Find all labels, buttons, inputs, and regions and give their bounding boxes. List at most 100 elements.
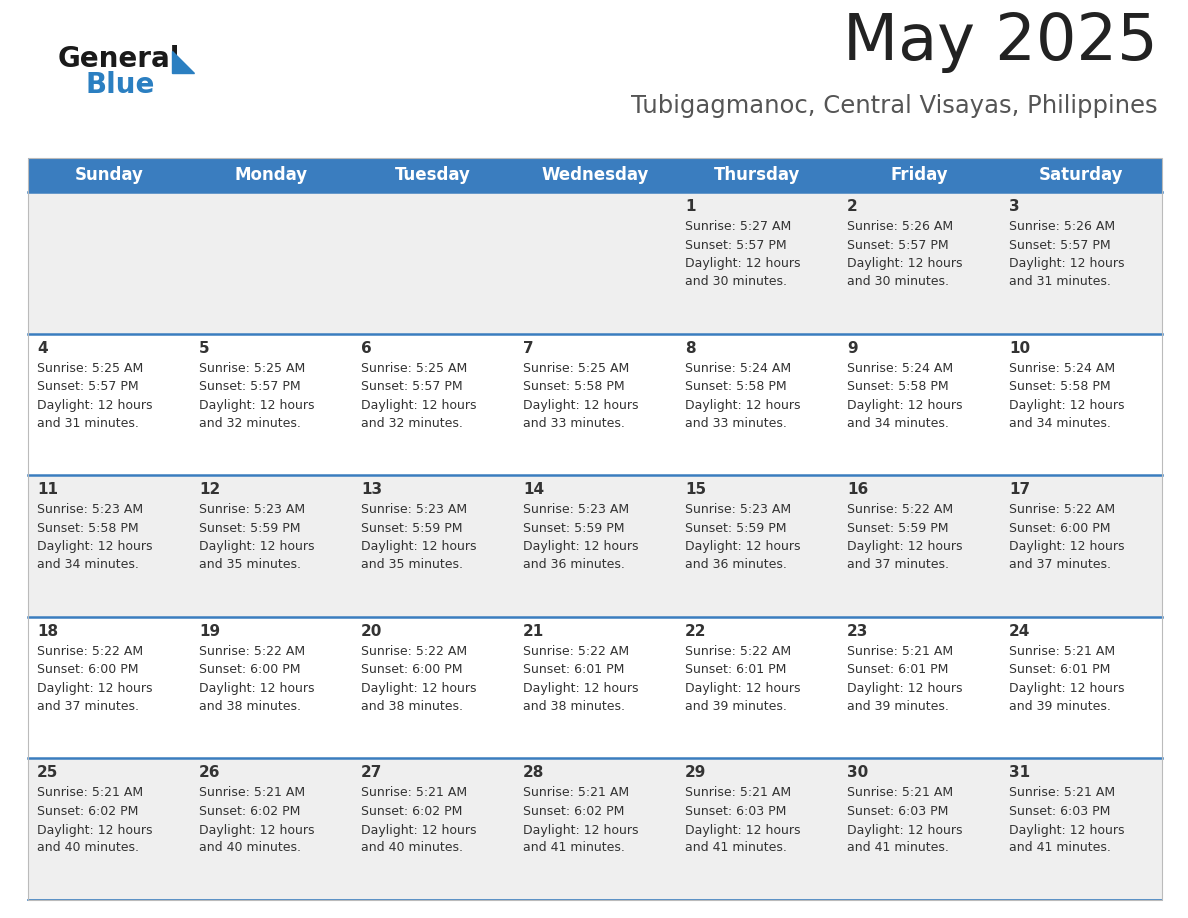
- Text: Sunrise: 5:21 AM: Sunrise: 5:21 AM: [1009, 644, 1116, 657]
- Text: Sunset: 6:01 PM: Sunset: 6:01 PM: [847, 664, 948, 677]
- Text: Sunrise: 5:21 AM: Sunrise: 5:21 AM: [847, 787, 953, 800]
- Text: Daylight: 12 hours: Daylight: 12 hours: [200, 682, 315, 695]
- Text: 31: 31: [1009, 766, 1030, 780]
- Text: Sunset: 5:58 PM: Sunset: 5:58 PM: [37, 521, 139, 534]
- Text: 1: 1: [685, 199, 695, 214]
- Text: 6: 6: [361, 341, 372, 355]
- Text: and 32 minutes.: and 32 minutes.: [200, 417, 301, 430]
- Text: 21: 21: [523, 624, 544, 639]
- Text: and 36 minutes.: and 36 minutes.: [685, 558, 786, 571]
- Text: Sunrise: 5:22 AM: Sunrise: 5:22 AM: [847, 503, 953, 516]
- Text: Sunset: 5:59 PM: Sunset: 5:59 PM: [847, 521, 948, 534]
- Text: Sunset: 6:03 PM: Sunset: 6:03 PM: [685, 805, 786, 818]
- Text: and 30 minutes.: and 30 minutes.: [685, 275, 786, 288]
- Text: Daylight: 12 hours: Daylight: 12 hours: [523, 823, 638, 836]
- Text: and 31 minutes.: and 31 minutes.: [37, 417, 139, 430]
- Text: Daylight: 12 hours: Daylight: 12 hours: [847, 398, 962, 412]
- Text: Sunset: 5:57 PM: Sunset: 5:57 PM: [1009, 239, 1111, 252]
- Text: and 34 minutes.: and 34 minutes.: [847, 417, 949, 430]
- Text: 9: 9: [847, 341, 858, 355]
- Text: Sunset: 6:02 PM: Sunset: 6:02 PM: [200, 805, 301, 818]
- Text: Sunrise: 5:25 AM: Sunrise: 5:25 AM: [37, 362, 144, 375]
- Text: 4: 4: [37, 341, 48, 355]
- Text: and 37 minutes.: and 37 minutes.: [37, 700, 139, 712]
- Text: Daylight: 12 hours: Daylight: 12 hours: [37, 682, 152, 695]
- Text: Tuesday: Tuesday: [396, 166, 470, 184]
- Text: General: General: [58, 45, 181, 73]
- Text: Daylight: 12 hours: Daylight: 12 hours: [847, 682, 962, 695]
- Text: and 40 minutes.: and 40 minutes.: [37, 842, 139, 855]
- Text: 27: 27: [361, 766, 383, 780]
- Text: Sunrise: 5:22 AM: Sunrise: 5:22 AM: [1009, 503, 1116, 516]
- Text: 29: 29: [685, 766, 707, 780]
- Text: 10: 10: [1009, 341, 1030, 355]
- Text: and 34 minutes.: and 34 minutes.: [1009, 417, 1111, 430]
- Text: 16: 16: [847, 482, 868, 498]
- Text: 8: 8: [685, 341, 696, 355]
- Text: Sunset: 6:00 PM: Sunset: 6:00 PM: [200, 664, 301, 677]
- Text: Daylight: 12 hours: Daylight: 12 hours: [361, 541, 476, 554]
- Text: Sunrise: 5:21 AM: Sunrise: 5:21 AM: [685, 787, 791, 800]
- Text: Sunday: Sunday: [75, 166, 144, 184]
- Text: Sunrise: 5:23 AM: Sunrise: 5:23 AM: [685, 503, 791, 516]
- Text: Sunset: 5:59 PM: Sunset: 5:59 PM: [361, 521, 462, 534]
- Text: 14: 14: [523, 482, 544, 498]
- Text: 26: 26: [200, 766, 221, 780]
- Text: Daylight: 12 hours: Daylight: 12 hours: [200, 541, 315, 554]
- Text: 17: 17: [1009, 482, 1030, 498]
- Text: Sunrise: 5:23 AM: Sunrise: 5:23 AM: [200, 503, 305, 516]
- Text: 3: 3: [1009, 199, 1019, 214]
- Text: Daylight: 12 hours: Daylight: 12 hours: [1009, 398, 1125, 412]
- Text: Sunrise: 5:23 AM: Sunrise: 5:23 AM: [361, 503, 467, 516]
- Text: Daylight: 12 hours: Daylight: 12 hours: [685, 541, 801, 554]
- Text: Sunrise: 5:21 AM: Sunrise: 5:21 AM: [361, 787, 467, 800]
- Text: 23: 23: [847, 624, 868, 639]
- Text: and 41 minutes.: and 41 minutes.: [523, 842, 625, 855]
- Text: 13: 13: [361, 482, 383, 498]
- Text: Sunrise: 5:23 AM: Sunrise: 5:23 AM: [37, 503, 143, 516]
- Text: Daylight: 12 hours: Daylight: 12 hours: [361, 682, 476, 695]
- Text: Sunset: 5:57 PM: Sunset: 5:57 PM: [200, 380, 301, 393]
- Text: Sunrise: 5:22 AM: Sunrise: 5:22 AM: [361, 644, 467, 657]
- Text: Sunrise: 5:21 AM: Sunrise: 5:21 AM: [37, 787, 143, 800]
- Text: Sunset: 6:01 PM: Sunset: 6:01 PM: [685, 664, 786, 677]
- Text: 15: 15: [685, 482, 706, 498]
- Text: Sunset: 5:57 PM: Sunset: 5:57 PM: [361, 380, 462, 393]
- Text: and 36 minutes.: and 36 minutes.: [523, 558, 625, 571]
- Text: Sunset: 5:58 PM: Sunset: 5:58 PM: [685, 380, 786, 393]
- Text: Sunrise: 5:21 AM: Sunrise: 5:21 AM: [523, 787, 630, 800]
- Text: 7: 7: [523, 341, 533, 355]
- Text: Sunrise: 5:21 AM: Sunrise: 5:21 AM: [200, 787, 305, 800]
- Text: Sunset: 6:03 PM: Sunset: 6:03 PM: [847, 805, 948, 818]
- Text: Sunrise: 5:24 AM: Sunrise: 5:24 AM: [847, 362, 953, 375]
- Polygon shape: [172, 51, 194, 73]
- Text: Daylight: 12 hours: Daylight: 12 hours: [685, 257, 801, 270]
- Text: and 35 minutes.: and 35 minutes.: [200, 558, 301, 571]
- Text: Tubigagmanoc, Central Visayas, Philippines: Tubigagmanoc, Central Visayas, Philippin…: [631, 94, 1158, 118]
- Text: and 32 minutes.: and 32 minutes.: [361, 417, 463, 430]
- Text: Daylight: 12 hours: Daylight: 12 hours: [1009, 682, 1125, 695]
- Text: and 37 minutes.: and 37 minutes.: [1009, 558, 1111, 571]
- Text: Daylight: 12 hours: Daylight: 12 hours: [847, 257, 962, 270]
- Bar: [29, 158, 1162, 900]
- Text: and 33 minutes.: and 33 minutes.: [685, 417, 786, 430]
- Text: 11: 11: [37, 482, 58, 498]
- Bar: [29, 758, 1162, 900]
- Text: and 40 minutes.: and 40 minutes.: [200, 842, 301, 855]
- Text: Sunrise: 5:26 AM: Sunrise: 5:26 AM: [1009, 220, 1116, 233]
- Text: Daylight: 12 hours: Daylight: 12 hours: [847, 823, 962, 836]
- Text: Sunset: 5:59 PM: Sunset: 5:59 PM: [685, 521, 786, 534]
- Text: Daylight: 12 hours: Daylight: 12 hours: [361, 398, 476, 412]
- Text: Sunset: 6:02 PM: Sunset: 6:02 PM: [37, 805, 138, 818]
- Text: Daylight: 12 hours: Daylight: 12 hours: [37, 541, 152, 554]
- Text: Sunrise: 5:25 AM: Sunrise: 5:25 AM: [361, 362, 467, 375]
- Text: Saturday: Saturday: [1038, 166, 1123, 184]
- Text: Sunset: 5:59 PM: Sunset: 5:59 PM: [200, 521, 301, 534]
- Text: Sunrise: 5:21 AM: Sunrise: 5:21 AM: [847, 644, 953, 657]
- Text: Monday: Monday: [234, 166, 308, 184]
- Text: Sunset: 6:02 PM: Sunset: 6:02 PM: [523, 805, 625, 818]
- Text: 19: 19: [200, 624, 220, 639]
- Text: Sunrise: 5:22 AM: Sunrise: 5:22 AM: [523, 644, 630, 657]
- Text: Daylight: 12 hours: Daylight: 12 hours: [523, 682, 638, 695]
- Text: Sunrise: 5:22 AM: Sunrise: 5:22 AM: [685, 644, 791, 657]
